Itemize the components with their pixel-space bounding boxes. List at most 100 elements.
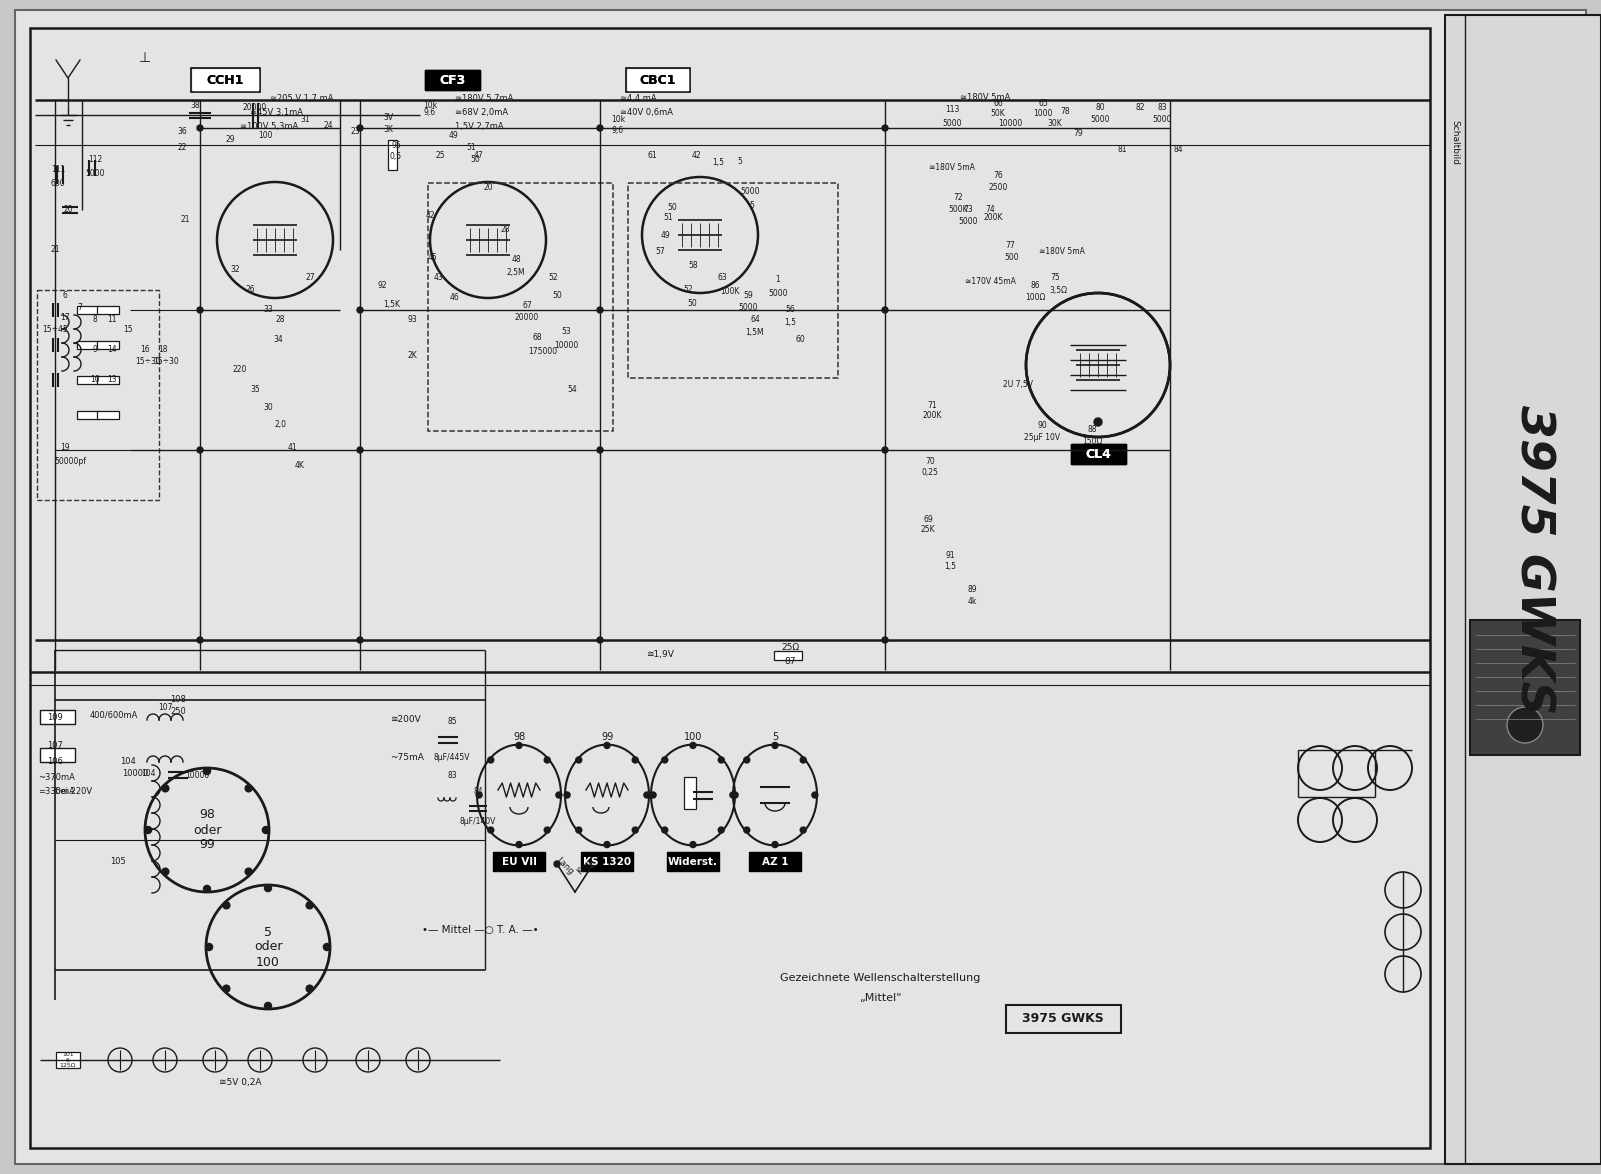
Circle shape xyxy=(800,826,807,834)
Text: 20000: 20000 xyxy=(243,103,267,113)
Text: 0,25: 0,25 xyxy=(922,467,938,477)
Text: 100Ω: 100Ω xyxy=(1025,292,1045,302)
Circle shape xyxy=(597,447,604,453)
Text: 7: 7 xyxy=(77,304,82,312)
Text: 17: 17 xyxy=(61,313,70,323)
Circle shape xyxy=(882,637,889,643)
Text: 66: 66 xyxy=(993,99,1002,108)
Bar xyxy=(628,183,837,378)
Text: 109: 109 xyxy=(46,714,62,722)
Text: 4K: 4K xyxy=(295,460,304,470)
Text: 175000: 175000 xyxy=(528,348,557,357)
Text: CF3: CF3 xyxy=(439,74,466,87)
Text: Widerst.: Widerst. xyxy=(668,857,717,866)
Text: 35: 35 xyxy=(250,385,259,394)
Text: 30K: 30K xyxy=(1047,119,1063,128)
Text: 43: 43 xyxy=(434,274,443,283)
Circle shape xyxy=(1093,418,1101,426)
Bar xyxy=(626,68,690,92)
Circle shape xyxy=(661,757,668,763)
Text: ≅180V 5,7mA: ≅180V 5,7mA xyxy=(455,94,514,102)
Circle shape xyxy=(650,792,656,798)
Text: 30: 30 xyxy=(263,404,272,412)
Text: Gezeichnete Wellenschalterstellung: Gezeichnete Wellenschalterstellung xyxy=(780,973,980,983)
Circle shape xyxy=(597,637,604,643)
Text: 200K: 200K xyxy=(922,411,941,419)
Circle shape xyxy=(772,742,778,749)
Text: 2500: 2500 xyxy=(988,183,1007,193)
Text: 28: 28 xyxy=(275,316,285,324)
Text: 25K: 25K xyxy=(921,526,935,534)
Text: 85: 85 xyxy=(447,717,456,727)
Text: 18: 18 xyxy=(158,345,168,355)
Circle shape xyxy=(203,768,210,775)
Text: 42: 42 xyxy=(426,210,435,220)
Text: 86: 86 xyxy=(1029,281,1039,290)
Text: 68: 68 xyxy=(532,333,541,343)
Text: 5000: 5000 xyxy=(738,304,757,312)
Text: 78: 78 xyxy=(1060,108,1069,116)
Text: 600: 600 xyxy=(51,178,66,188)
Text: 3975 GWKS: 3975 GWKS xyxy=(1510,405,1556,715)
Text: 89: 89 xyxy=(967,586,977,594)
Text: 5000: 5000 xyxy=(1090,115,1109,124)
Text: 5000: 5000 xyxy=(959,217,978,227)
Text: 63: 63 xyxy=(717,274,727,283)
Text: 5000: 5000 xyxy=(768,289,788,297)
Text: 5: 5 xyxy=(738,157,743,167)
Text: ≅40V 0,6mA: ≅40V 0,6mA xyxy=(620,108,672,116)
Text: 49: 49 xyxy=(660,230,669,239)
Text: 10000: 10000 xyxy=(122,769,149,778)
Circle shape xyxy=(264,884,272,891)
Text: 100: 100 xyxy=(684,733,703,742)
Text: 10k: 10k xyxy=(612,115,624,124)
Bar xyxy=(1071,444,1126,464)
Circle shape xyxy=(882,124,889,131)
Bar xyxy=(684,777,696,809)
Text: 2U 7,5V: 2U 7,5V xyxy=(1002,380,1033,390)
Text: 9,6: 9,6 xyxy=(424,108,435,117)
Text: 72: 72 xyxy=(953,194,962,202)
Text: 3,5Ω: 3,5Ω xyxy=(1049,285,1066,295)
Text: 41: 41 xyxy=(287,444,296,452)
Circle shape xyxy=(245,868,251,875)
Text: 52: 52 xyxy=(684,285,693,295)
Text: 61: 61 xyxy=(647,150,656,160)
Circle shape xyxy=(772,842,778,848)
Text: 50: 50 xyxy=(668,202,677,211)
Text: 64: 64 xyxy=(751,316,760,324)
Bar xyxy=(37,290,158,500)
Text: 104: 104 xyxy=(141,769,155,778)
Text: 53: 53 xyxy=(560,328,572,337)
Text: 150Ω: 150Ω xyxy=(1082,438,1101,446)
Circle shape xyxy=(597,124,604,131)
Text: 50K: 50K xyxy=(991,108,1005,117)
Text: 42: 42 xyxy=(692,150,701,160)
Circle shape xyxy=(357,447,363,453)
Text: 81: 81 xyxy=(1117,146,1127,155)
Text: 1,5: 1,5 xyxy=(712,157,724,167)
Text: 10k: 10k xyxy=(423,101,437,109)
Text: 10: 10 xyxy=(90,376,99,385)
Bar xyxy=(40,710,75,724)
Text: 60: 60 xyxy=(796,336,805,344)
Text: 20: 20 xyxy=(484,183,493,193)
Text: 104: 104 xyxy=(120,757,136,767)
Text: 21: 21 xyxy=(181,216,191,224)
Text: 10000: 10000 xyxy=(554,340,578,350)
Text: 27: 27 xyxy=(306,274,315,283)
Text: 20000: 20000 xyxy=(516,313,540,323)
Text: 28: 28 xyxy=(500,225,509,235)
Text: 5000: 5000 xyxy=(943,119,962,128)
Text: ≅100V 5,3mA: ≅100V 5,3mA xyxy=(240,121,298,130)
Bar xyxy=(98,411,118,419)
Text: 0,5: 0,5 xyxy=(391,153,402,162)
Circle shape xyxy=(661,826,668,834)
Text: 15÷45: 15÷45 xyxy=(42,325,67,335)
Text: 88: 88 xyxy=(1087,425,1097,434)
Circle shape xyxy=(197,637,203,643)
Text: AZ 1: AZ 1 xyxy=(762,857,788,866)
Text: 19: 19 xyxy=(61,444,70,452)
Text: 98: 98 xyxy=(512,733,525,742)
Text: ⊥: ⊥ xyxy=(139,50,150,65)
